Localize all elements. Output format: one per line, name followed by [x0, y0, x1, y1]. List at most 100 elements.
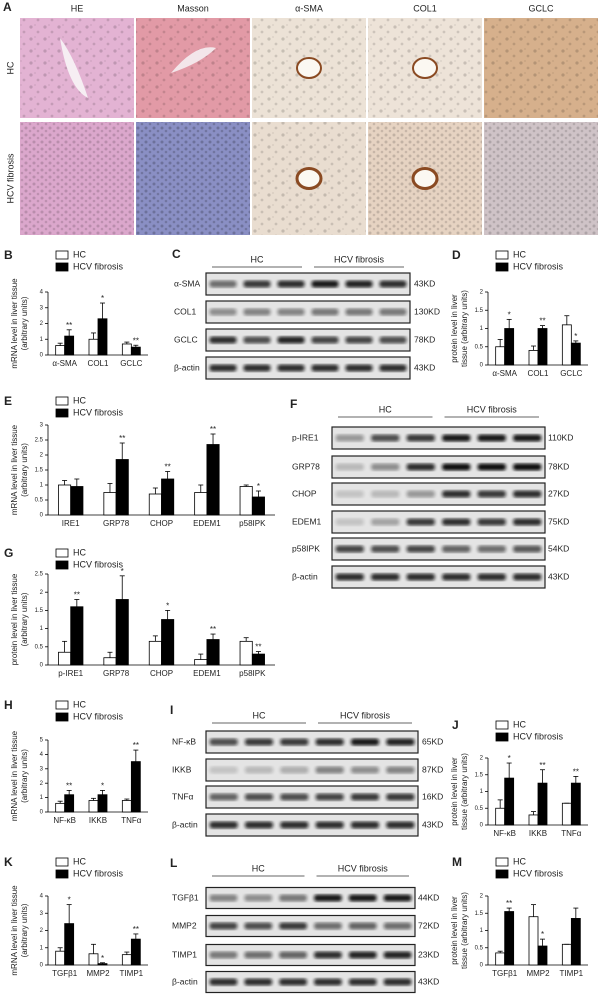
- bar: [88, 953, 99, 966]
- size-label: 130KD: [414, 306, 440, 316]
- blot-band: [209, 766, 238, 774]
- blot-strip: [205, 272, 411, 296]
- significance-label: *: [101, 782, 104, 791]
- blot-band: [350, 766, 380, 774]
- micrograph-texture: [20, 18, 134, 118]
- panel-letter: M: [452, 855, 462, 869]
- group-label: HCV fibrosis: [340, 710, 391, 720]
- blot-band: [386, 821, 415, 829]
- blot-strip: [205, 785, 419, 809]
- protein-label: β-actin: [172, 819, 198, 829]
- micrograph-texture: [20, 122, 134, 235]
- blot-band: [279, 978, 308, 986]
- panel-letter: D: [452, 248, 461, 262]
- blot-band: [279, 894, 308, 902]
- y-tick-label: 4: [40, 752, 44, 758]
- bar: [561, 802, 572, 826]
- blot-band: [279, 922, 308, 930]
- y-axis-label: protein level in liver: [450, 896, 459, 965]
- y-tick-label: 0.5: [35, 644, 44, 650]
- blot-band: [315, 821, 344, 829]
- vessel: [171, 47, 216, 73]
- blot-band: [345, 308, 373, 316]
- y-axis-label: mRNA level in liver tissue: [10, 424, 19, 515]
- x-tick-label: COL1: [528, 369, 549, 378]
- significance-label: **: [133, 336, 139, 345]
- significance-label: **: [573, 768, 579, 777]
- protein-label: p-IRE1: [292, 432, 319, 442]
- significance-label: **: [133, 741, 139, 750]
- blot-band: [513, 573, 542, 581]
- bar: [504, 328, 515, 366]
- y-axis-label: (arbitrary units): [20, 749, 29, 803]
- blot-band: [383, 978, 412, 986]
- size-label: 43KD: [414, 278, 435, 288]
- bar: [570, 342, 581, 366]
- column-label: α-SMA: [295, 3, 323, 13]
- group-label: HC: [253, 710, 266, 720]
- blot-band: [477, 518, 506, 526]
- legend-label: HC: [513, 719, 526, 729]
- bar: [194, 659, 208, 666]
- blot-band: [442, 434, 471, 442]
- blot-strip: [331, 455, 546, 479]
- bar: [115, 599, 129, 666]
- blot-band: [406, 573, 435, 581]
- group-label: HC: [251, 254, 264, 264]
- size-label: 43KD: [414, 362, 435, 372]
- y-axis-label: (arbitrary units): [20, 592, 29, 646]
- y-tick-label: 1.5: [35, 608, 44, 614]
- legend-swatch: [495, 720, 509, 730]
- bar: [55, 950, 66, 966]
- size-label: 87KD: [422, 764, 443, 774]
- vessel: [412, 57, 438, 79]
- protein-label: β-actin: [292, 571, 318, 581]
- y-tick-label: 0: [480, 963, 484, 969]
- y-tick-label: 1: [480, 789, 484, 795]
- y-tick-label: 0.5: [475, 344, 484, 350]
- x-tick-label: NF-κB: [53, 816, 76, 825]
- legend-swatch: [55, 700, 69, 710]
- legend-label: HCV fibrosis: [513, 731, 564, 741]
- significance-label: **: [506, 899, 512, 908]
- blot-band: [243, 364, 271, 372]
- blot-band: [335, 573, 364, 581]
- bar: [70, 486, 84, 516]
- size-label: 44KD: [418, 892, 439, 902]
- bar: [130, 761, 141, 813]
- protein-label: EDEM1: [292, 516, 322, 526]
- row-label: HCV fibrosis: [5, 153, 15, 204]
- protein-label: TGFβ1: [172, 892, 199, 902]
- legend-swatch: [55, 712, 69, 722]
- size-label: 65KD: [422, 736, 443, 746]
- blot-band: [209, 951, 238, 959]
- y-tick-label: 0.5: [475, 945, 484, 951]
- blot-band: [244, 951, 273, 959]
- bar: [239, 640, 253, 666]
- blot-band: [243, 280, 271, 288]
- blot-band: [383, 894, 412, 902]
- blot-band: [311, 280, 339, 288]
- bar: [64, 923, 75, 966]
- blot-band: [348, 894, 377, 902]
- blot-band: [371, 434, 400, 442]
- significance-label: **: [210, 425, 216, 434]
- group-label: HC: [379, 404, 392, 414]
- size-label: 43KD: [418, 976, 439, 986]
- protein-label: CHOP: [292, 488, 317, 498]
- legend-swatch: [55, 560, 69, 570]
- y-tick-label: 0.5: [35, 498, 44, 504]
- x-tick-label: MMP2: [86, 969, 110, 978]
- x-tick-label: EDEM1: [193, 669, 221, 678]
- y-tick-label: 2: [480, 290, 484, 296]
- x-tick-label: NF-κB: [493, 829, 516, 838]
- y-axis-label: (arbitrary units): [20, 443, 29, 497]
- size-label: 43KD: [548, 571, 569, 581]
- x-tick-label: COL1: [88, 359, 109, 368]
- size-label: 16KD: [422, 791, 443, 801]
- column-label: GCLC: [528, 3, 554, 13]
- bar: [148, 493, 162, 516]
- bar: [206, 444, 220, 516]
- bar: [103, 657, 117, 666]
- group-label: HCV fibrosis: [467, 404, 518, 414]
